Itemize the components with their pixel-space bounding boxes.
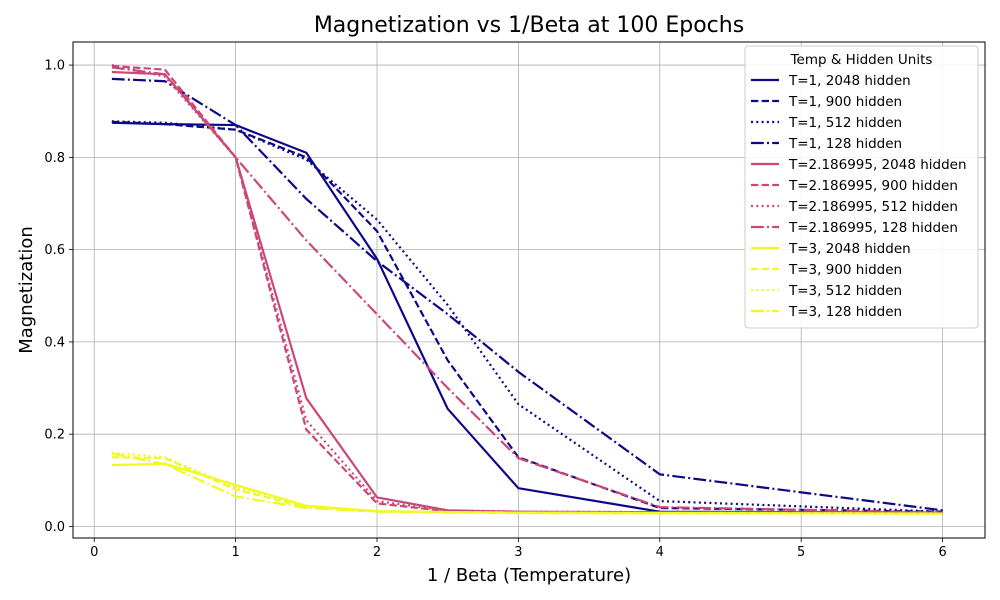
legend: Temp & Hidden Units T=1, 2048 hidden T=1, … <box>744 45 979 329</box>
series-line-4 <box>111 77 943 512</box>
y-tick-label: 0.2 <box>44 428 65 443</box>
legend-entry-10: T=3, 900 hidden <box>788 262 902 278</box>
x-tick-label: 1 <box>231 545 239 560</box>
series-lines <box>111 63 943 515</box>
legend-entry-3: T=1, 512 hidden <box>788 115 902 131</box>
legend-entry-6: T=2.186995, 900 hidden <box>788 178 958 194</box>
x-tick-label: 0 <box>90 545 98 560</box>
legend-entry-12: T=3, 128 hidden <box>788 304 902 320</box>
legend-title: Temp & Hidden Units <box>790 52 933 68</box>
legend-entry-4: T=1, 128 hidden <box>788 136 902 152</box>
legend-entry-1: T=1, 2048 hidden <box>788 73 911 89</box>
legend-entry-7: T=2.186995, 512 hidden <box>788 199 958 215</box>
x-tick-label: 3 <box>514 545 522 560</box>
series-line-8 <box>111 66 943 514</box>
y-tick-label: 1.0 <box>44 59 65 74</box>
series-line-2 <box>111 120 943 513</box>
legend-box <box>744 45 979 329</box>
y-tick-label: 0.0 <box>44 520 65 535</box>
legend-entry-5: T=2.186995, 2048 hidden <box>788 157 967 173</box>
x-tick-label: 4 <box>656 545 664 560</box>
y-tick-label: 0.4 <box>44 335 65 350</box>
x-tick-label: 6 <box>938 545 946 560</box>
y-tick-label: 0.8 <box>44 151 65 166</box>
y-tick-label: 0.6 <box>44 243 65 258</box>
plot-frame <box>72 41 986 539</box>
legend-entry-11: T=3, 512 hidden <box>788 283 902 299</box>
series-line-1 <box>111 121 943 514</box>
y-axis-label: Magnetization <box>16 226 37 354</box>
chart-title: Magnetization vs 1/Beta at 100 Epochs <box>314 13 744 38</box>
legend-entry-2: T=1, 900 hidden <box>788 94 902 110</box>
series-line-12 <box>111 452 943 515</box>
x-axis-label: 1 / Beta (Temperature) <box>427 565 631 586</box>
legend-entry-8: T=2.186995, 128 hidden <box>788 220 958 236</box>
series-line-7 <box>111 63 943 514</box>
axis-ticks: 0 1 2 3 4 5 6 0.0 0.2 0.4 0.6 0.8 1.0 <box>44 59 946 560</box>
x-tick-label: 2 <box>373 545 381 560</box>
x-tick-label: 5 <box>797 545 805 560</box>
legend-entry-9: T=3, 2048 hidden <box>788 241 911 257</box>
